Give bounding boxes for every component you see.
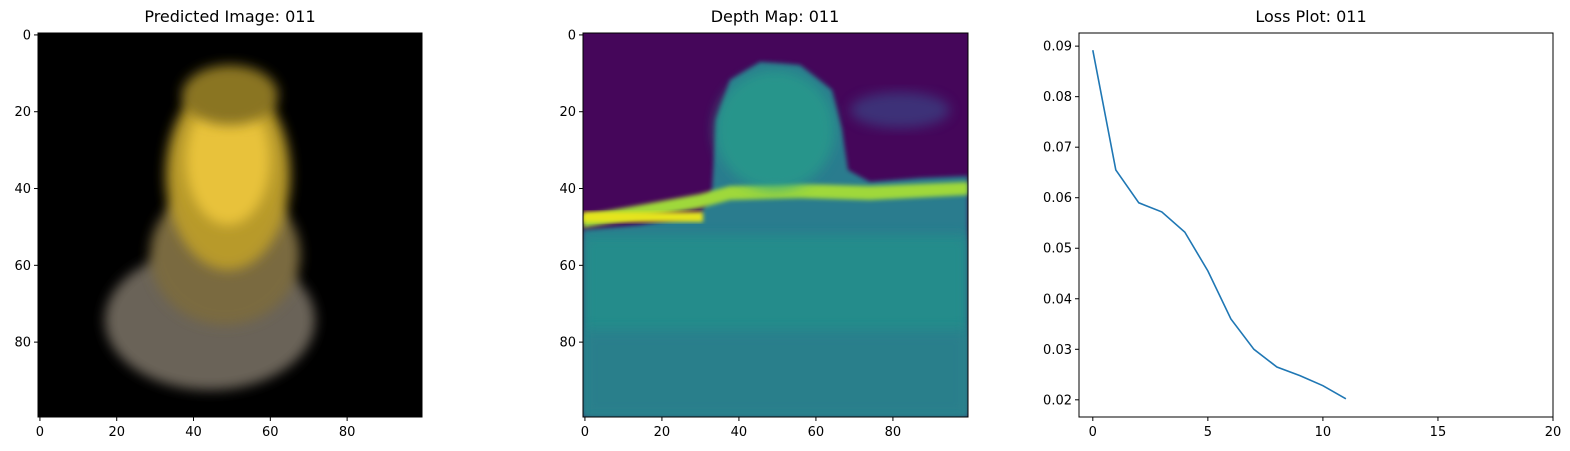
y-tick-label: 0.02 [1043,393,1072,408]
axes-frame [582,32,969,418]
y-tick-label: 60 [14,259,31,274]
y-tick-label: 40 [14,182,31,197]
axis-ticks: 0 20 40 60 80 0 20 40 60 80 [14,28,355,440]
y-tick-label: 0.08 [1043,90,1072,105]
y-tick-label: 0.05 [1043,242,1072,257]
panel-loss-plot: Loss Plot: 011 0 5 10 15 200.020.030.040.050… [1043,7,1561,440]
y-tick-label: 0.09 [1043,40,1072,55]
axes-frame [1078,32,1554,418]
y-tick-label: 0 [568,28,576,43]
y-tick-label: 20 [559,105,576,120]
x-tick-label: 15 [1430,425,1447,440]
x-tick-label: 80 [885,425,902,440]
panel-predicted-image: Predicted Image: 011 0 20 40 60 80 0 20 40 60 80 [14,7,423,440]
axes-frame [37,32,423,418]
y-tick-label: 60 [559,259,576,274]
y-tick-label: 0.04 [1043,292,1072,307]
panel-title: Loss Plot: 011 [1255,7,1366,26]
y-tick-label: 80 [14,336,31,351]
x-tick-label: 60 [808,425,825,440]
predicted-image-pixels [38,33,422,417]
x-tick-label: 20 [1545,425,1562,440]
panel-title: Predicted Image: 011 [144,7,315,26]
axis-ticks: 0 5 10 15 20 0.02 0.03 0.04 0.05 0.06 0.07 0.08 0.09 [1043,40,1561,440]
x-tick-label: 0 [1089,425,1097,440]
panel-title: Depth Map: 011 [711,7,840,26]
x-tick-label: 40 [185,425,202,440]
x-tick-label: 10 [1315,425,1332,440]
x-tick-label: 0 [36,425,44,440]
x-tick-label: 40 [731,425,748,440]
y-tick-label: 0 [23,28,31,43]
x-tick-label: 60 [262,425,279,440]
y-tick-label: 0.07 [1043,141,1072,156]
y-tick-label: 80 [559,336,576,351]
x-tick-label: 5 [1204,425,1212,440]
x-tick-label: 20 [108,425,125,440]
x-tick-label: 0 [581,425,589,440]
y-tick-label: 0.03 [1043,343,1072,358]
loss-series [1092,50,1347,400]
series-line [1092,50,1347,400]
y-tick-label: 0.06 [1043,191,1072,206]
x-tick-label: 80 [339,425,356,440]
panel-depth-map: Depth Map: 011 0 20 40 60 80 0 20 40 60 80 [559,7,969,440]
axis-ticks: 0 20 40 60 80 0 20 40 60 80 [559,28,901,440]
y-tick-label: 20 [14,105,31,120]
depth-map-pixels [583,33,968,417]
y-tick-label: 40 [559,182,576,197]
x-tick-label: 20 [654,425,671,440]
